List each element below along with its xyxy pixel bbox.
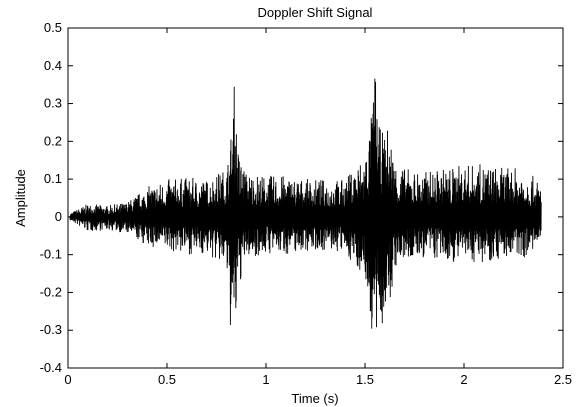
x-tick-label: 0.5 [158,372,176,387]
y-tick-label: 0.5 [44,20,62,35]
x-axis: 0 0.5 1 1.5 2 2.5 [64,28,572,387]
y-tick-label: 0.2 [44,133,62,148]
y-axis: 0.5 0.4 0.3 0.2 0.1 0 -0.1 -0.2 -0.3 -0.4 [40,20,563,375]
x-tick-label: 1.5 [356,372,374,387]
y-tick-label: -0.2 [40,284,62,299]
y-tick-label: 0.3 [44,96,62,111]
signal-line [69,78,542,329]
y-axis-label: Amplitude [13,169,28,227]
signal-trace [69,78,542,329]
x-tick-label: 2 [460,372,467,387]
y-tick-label: 0 [55,209,62,224]
y-tick-label: 0.4 [44,58,62,73]
y-tick-label: -0.3 [40,322,62,337]
x-tick-label: 0 [64,372,71,387]
y-tick-label: 0.1 [44,171,62,186]
chart-title: Doppler Shift Signal [258,5,373,20]
x-tick-label: 1 [262,372,269,387]
x-axis-label: Time (s) [291,391,338,406]
x-tick-label: 2.5 [554,372,572,387]
y-tick-label: -0.1 [40,247,62,262]
y-tick-label: -0.4 [40,360,62,375]
